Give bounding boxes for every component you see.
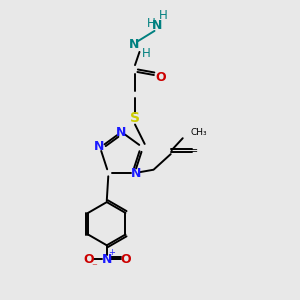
Text: S: S	[130, 112, 140, 125]
Text: H: H	[158, 9, 167, 22]
Text: ⁻: ⁻	[91, 262, 97, 272]
Text: N: N	[129, 38, 140, 52]
Text: N: N	[116, 125, 127, 139]
Text: H: H	[146, 17, 155, 31]
Text: N: N	[94, 140, 104, 153]
Text: N: N	[131, 167, 141, 180]
Text: =: =	[190, 146, 198, 156]
Text: N: N	[152, 19, 162, 32]
Text: +: +	[108, 248, 115, 257]
Text: H: H	[142, 46, 151, 60]
Text: O: O	[156, 70, 167, 84]
Text: N: N	[102, 253, 112, 266]
Text: CH₃: CH₃	[190, 128, 207, 137]
Text: O: O	[83, 253, 94, 266]
Text: O: O	[120, 253, 131, 266]
